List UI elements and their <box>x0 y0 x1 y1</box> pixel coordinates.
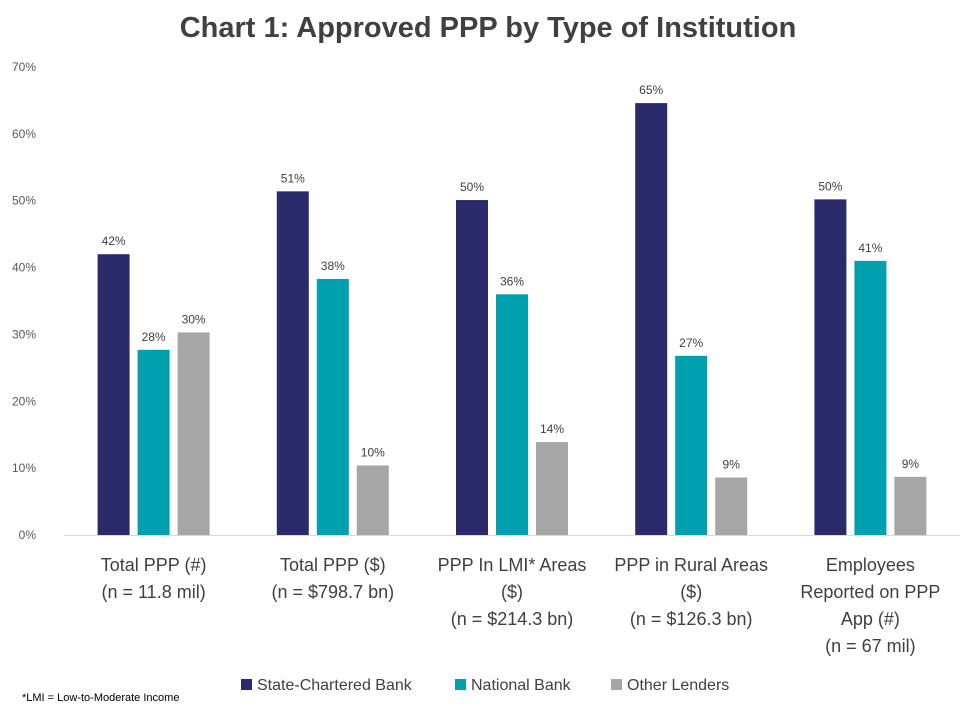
data-label: 9% <box>902 457 920 471</box>
y-tick-label: 70% <box>12 60 36 74</box>
y-axis: 0% 10% 20% 30% 40% 50% 60% 70% <box>12 60 36 542</box>
x-tick-label: (n = 11.8 mil) <box>101 582 205 602</box>
data-label: 41% <box>858 241 882 255</box>
x-tick-label: Reported on PPP <box>800 582 940 602</box>
bar <box>456 200 488 535</box>
bar <box>496 294 528 535</box>
data-label: 42% <box>102 234 126 248</box>
y-tick-label: 50% <box>12 194 36 208</box>
legend-label: Other Lenders <box>627 677 729 694</box>
x-tick-label: PPP In LMI* Areas <box>438 555 587 575</box>
bar <box>276 191 309 535</box>
x-tick-label: ($) <box>501 582 523 602</box>
data-label: 36% <box>500 274 524 288</box>
bar <box>635 103 668 536</box>
x-axis: Total PPP (#) (n = 11.8 mil) Total PPP ($)… <box>64 535 960 656</box>
legend-label: State-Chartered Bank <box>257 677 413 694</box>
legend-swatch <box>241 679 252 690</box>
x-tick-label: Total PPP ($) <box>280 555 386 575</box>
footnote: *LMI = Low-to-Moderate Income <box>22 692 180 704</box>
data-label: 10% <box>361 445 385 459</box>
x-tick-label: Total PPP (#) <box>101 555 207 575</box>
legend-label: National Bank <box>471 677 572 694</box>
bar <box>177 332 210 535</box>
y-tick-label: 0% <box>19 528 37 542</box>
data-label: 14% <box>540 422 564 436</box>
y-tick-label: 40% <box>12 261 36 275</box>
data-label: 30% <box>182 312 206 326</box>
y-tick-label: 20% <box>12 394 36 408</box>
bars <box>97 103 927 536</box>
bar <box>894 476 927 535</box>
chart-title: Chart 1: Approved PPP by Type of Institu… <box>179 12 797 44</box>
x-tick-label: (n = $214.3 bn) <box>451 609 574 629</box>
x-tick-label: (n = 67 mil) <box>825 636 916 656</box>
bar <box>675 355 708 535</box>
y-tick-label: 60% <box>12 127 36 141</box>
data-label: 9% <box>723 458 741 472</box>
x-tick-label: (n = $126.3 bn) <box>630 609 753 629</box>
data-label: 50% <box>460 180 484 194</box>
x-tick-label: PPP in Rural Areas <box>614 555 768 575</box>
data-label: 51% <box>281 171 305 185</box>
legend-swatch <box>455 679 466 690</box>
x-tick-label: ($) <box>680 582 702 602</box>
y-tick-label: 30% <box>12 327 36 341</box>
bar <box>137 349 170 535</box>
legend: State-Chartered Bank National Bank Other L… <box>241 677 729 694</box>
bar <box>854 260 887 535</box>
x-tick-label: Employees <box>826 555 915 575</box>
x-tick-label: App (#) <box>841 609 900 629</box>
data-label: 38% <box>321 259 345 273</box>
x-tick-label: (n = $798.7 bn) <box>272 582 395 602</box>
data-label: 65% <box>639 83 663 97</box>
data-label: 27% <box>679 336 703 350</box>
data-label: 50% <box>818 179 842 193</box>
y-tick-label: 10% <box>12 461 36 475</box>
legend-swatch <box>611 679 622 690</box>
data-label: 28% <box>142 330 166 344</box>
bar <box>356 465 389 535</box>
bar <box>536 442 568 535</box>
bar <box>316 278 349 535</box>
bar <box>97 254 130 535</box>
data-labels: 42% 28% 30% 51% 38% 10% 50% 36% 14% 65% 27% 9% 50% 41… <box>102 83 920 471</box>
bar <box>715 477 748 535</box>
bar <box>814 199 847 535</box>
